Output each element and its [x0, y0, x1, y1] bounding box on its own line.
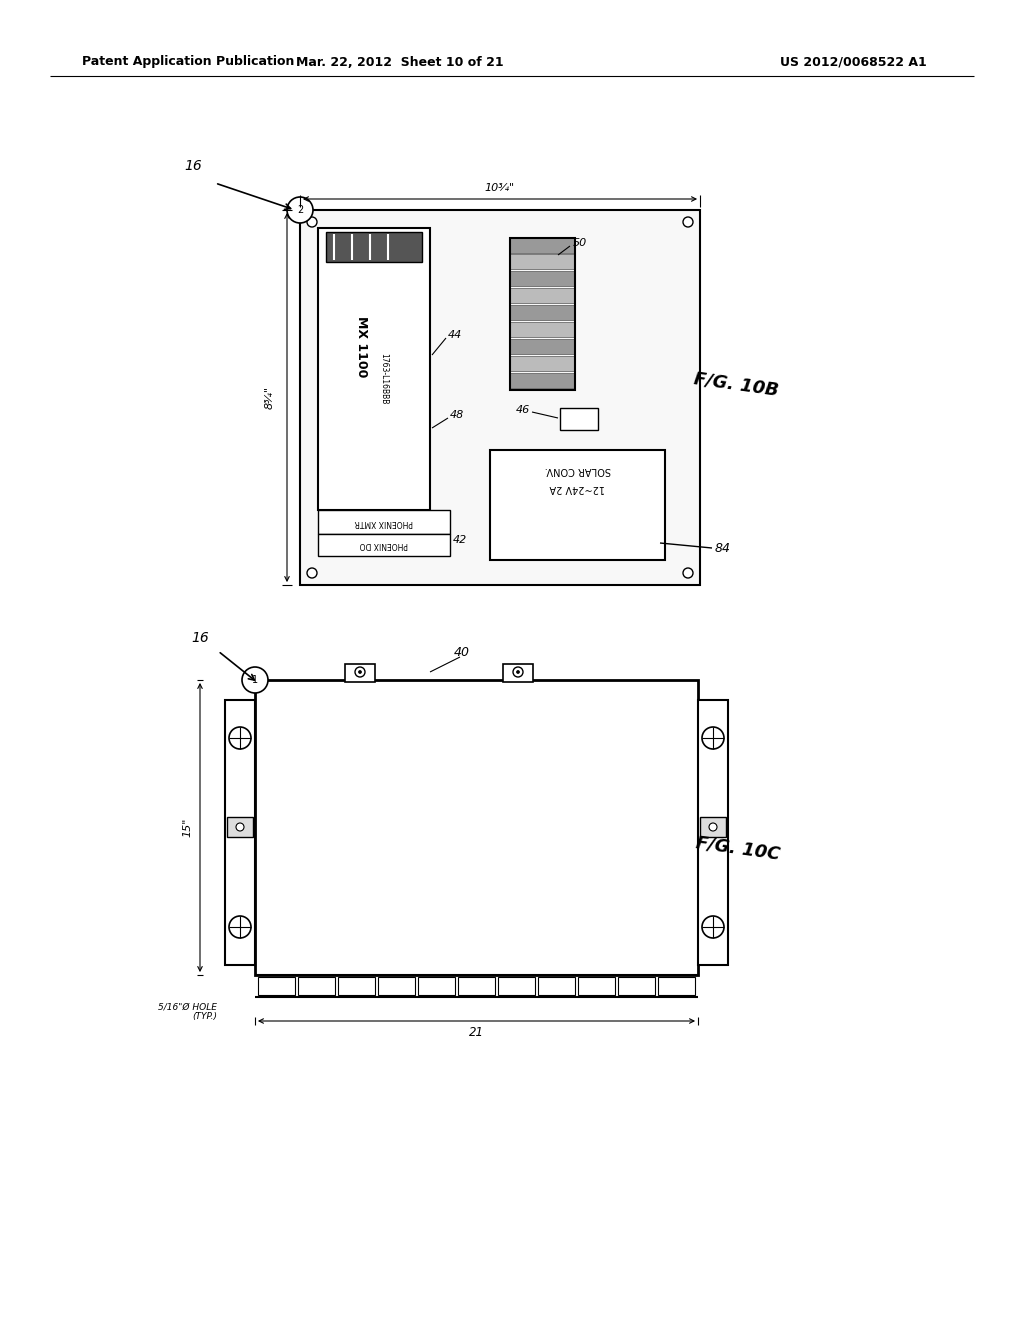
Circle shape	[513, 667, 523, 677]
Bar	[510, 339, 575, 354]
Circle shape	[242, 667, 268, 693]
Circle shape	[307, 216, 317, 227]
Text: 46: 46	[516, 405, 530, 414]
Text: PHOENIX XMTR: PHOENIX XMTR	[354, 517, 414, 527]
Bar	[318, 228, 430, 510]
Text: MX 1100: MX 1100	[355, 317, 369, 378]
Bar	[510, 238, 575, 253]
Text: 2: 2	[297, 205, 303, 215]
Bar	[510, 356, 575, 371]
Bar	[255, 680, 698, 975]
Bar	[227, 817, 253, 837]
Circle shape	[358, 671, 361, 673]
Bar	[338, 977, 375, 995]
Text: 8¾": 8¾"	[265, 385, 275, 409]
Circle shape	[287, 197, 313, 223]
Bar	[578, 977, 615, 995]
Text: Patent Application Publication: Patent Application Publication	[82, 55, 294, 69]
Text: SOLAR CONV.: SOLAR CONV.	[545, 465, 610, 475]
Bar	[510, 322, 575, 337]
Bar	[298, 977, 335, 995]
Bar	[418, 977, 455, 995]
Circle shape	[229, 727, 251, 748]
Bar	[560, 408, 598, 430]
Text: 84: 84	[715, 541, 731, 554]
Circle shape	[355, 667, 365, 677]
Bar	[326, 232, 422, 261]
Text: 10¾": 10¾"	[485, 183, 515, 193]
Bar	[378, 977, 415, 995]
Text: 21: 21	[469, 1027, 484, 1040]
Bar	[225, 700, 255, 965]
Text: 16: 16	[191, 631, 209, 645]
Text: 40: 40	[454, 647, 470, 660]
Circle shape	[229, 916, 251, 939]
Text: 1: 1	[252, 675, 258, 685]
Circle shape	[236, 822, 244, 832]
Text: 16: 16	[184, 158, 202, 173]
Text: Mar. 22, 2012  Sheet 10 of 21: Mar. 22, 2012 Sheet 10 of 21	[296, 55, 504, 69]
Bar	[458, 977, 495, 995]
Text: 5/16"Ø HOLE
(TYP.): 5/16"Ø HOLE (TYP.)	[158, 1002, 217, 1022]
Bar	[510, 374, 575, 388]
Bar	[700, 817, 726, 837]
Text: 50: 50	[573, 238, 587, 248]
Text: 1763-L16BBB: 1763-L16BBB	[380, 354, 388, 405]
Bar	[510, 238, 575, 389]
Bar	[658, 977, 695, 995]
Bar	[318, 535, 450, 556]
Text: US 2012/0068522 A1: US 2012/0068522 A1	[780, 55, 927, 69]
Bar	[510, 305, 575, 319]
Bar	[258, 977, 295, 995]
Text: 42: 42	[453, 535, 467, 545]
Bar	[300, 210, 700, 585]
Bar	[698, 700, 728, 965]
Circle shape	[307, 568, 317, 578]
Circle shape	[683, 216, 693, 227]
Text: PHOENIX DO: PHOENIX DO	[359, 540, 409, 549]
Bar	[503, 664, 534, 682]
Circle shape	[683, 568, 693, 578]
Circle shape	[516, 671, 519, 673]
Text: 48: 48	[450, 411, 464, 420]
Circle shape	[709, 822, 717, 832]
Bar	[345, 664, 375, 682]
Bar	[318, 510, 450, 535]
Text: F/G. 10C: F/G. 10C	[694, 833, 781, 863]
Bar	[618, 977, 655, 995]
Bar	[510, 288, 575, 304]
Circle shape	[702, 916, 724, 939]
Text: 12~24V 2A: 12~24V 2A	[550, 483, 605, 492]
Bar	[498, 977, 535, 995]
Bar	[538, 977, 575, 995]
Bar	[510, 253, 575, 269]
Circle shape	[702, 727, 724, 748]
Bar	[490, 450, 665, 560]
Bar	[510, 271, 575, 286]
Text: F/G. 10B: F/G. 10B	[692, 370, 779, 400]
Text: 15": 15"	[182, 818, 193, 837]
Text: 44: 44	[449, 330, 462, 341]
